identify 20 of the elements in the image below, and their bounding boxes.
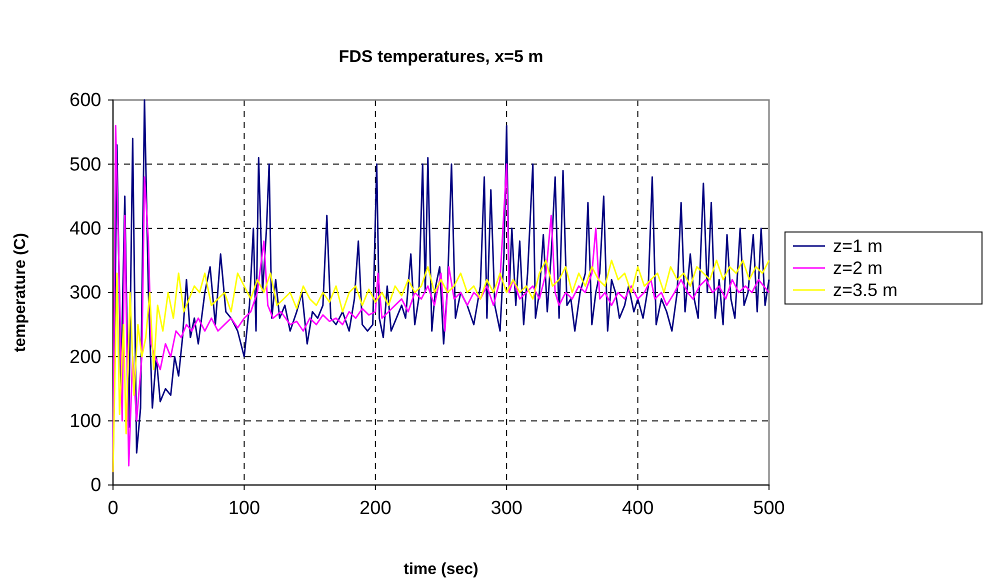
x-tick-label: 500: [753, 498, 785, 519]
legend-label: z=2 m: [833, 258, 883, 278]
x-tick-label: 400: [622, 498, 654, 519]
y-axis-title: temperature (C): [12, 232, 29, 352]
x-tick-label: 0: [108, 498, 118, 519]
x-tick-label: 200: [360, 498, 392, 519]
x-axis-title: time (sec): [404, 561, 478, 578]
chart-title: FDS temperatures, x=5 m: [338, 47, 544, 66]
y-tick-label: 100: [69, 410, 102, 432]
y-tick-label: 500: [69, 154, 102, 176]
legend-label: z=3.5 m: [833, 280, 898, 300]
x-tick-label: 100: [228, 498, 260, 519]
legend-label: z=1 m: [833, 236, 883, 256]
x-tick-label: 300: [490, 498, 522, 519]
line-series: [112, 260, 770, 473]
y-tick-label: 0: [90, 475, 102, 496]
y-tick-label: 400: [69, 218, 102, 240]
y-tick-label: 600: [69, 90, 102, 112]
y-tick-label: 200: [69, 346, 102, 368]
y-tick-label: 300: [69, 282, 102, 304]
